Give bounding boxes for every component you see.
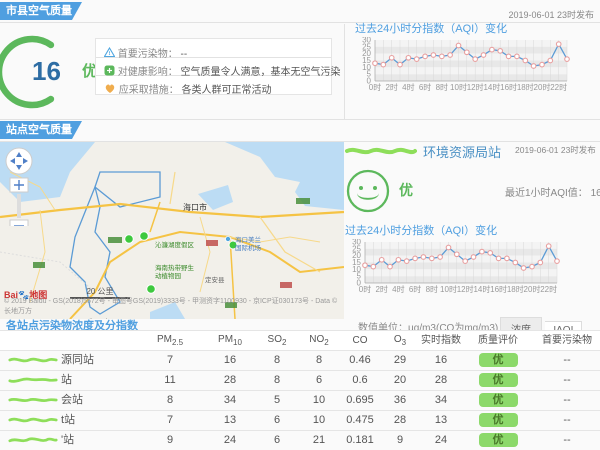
svg-text:14时: 14时	[473, 284, 490, 294]
svg-text:国际机场: 国际机场	[235, 243, 262, 252]
svg-text:8时: 8时	[426, 284, 438, 294]
svg-text:6时: 6时	[409, 284, 421, 294]
svg-text:20时: 20时	[534, 82, 551, 92]
svg-text:22时: 22时	[540, 284, 557, 294]
svg-text:海口市: 海口市	[183, 202, 207, 212]
svg-text:16时: 16时	[490, 284, 507, 294]
svg-text:30: 30	[362, 37, 371, 45]
svg-text:10时: 10时	[440, 284, 457, 294]
svg-text:4时: 4时	[392, 284, 404, 294]
svg-text:0时: 0时	[369, 82, 381, 92]
svg-text:2时: 2时	[375, 284, 387, 294]
svg-text:4时: 4时	[402, 82, 414, 92]
svg-text:14时: 14时	[483, 82, 500, 92]
svg-text:20时: 20时	[524, 284, 541, 294]
svg-text:动植物园: 动植物园	[155, 271, 181, 280]
svg-text:定安县: 定安县	[205, 275, 225, 284]
svg-text:16时: 16时	[500, 82, 517, 92]
svg-text:30: 30	[352, 239, 361, 247]
svg-text:18时: 18时	[517, 82, 534, 92]
svg-text:12时: 12时	[467, 82, 484, 92]
svg-text:22时: 22时	[550, 82, 567, 92]
svg-text:海南热带野生: 海南热带野生	[155, 263, 195, 272]
svg-text:6时: 6时	[419, 82, 431, 92]
svg-text:8时: 8时	[436, 82, 448, 92]
svg-text:海口美兰: 海口美兰	[235, 235, 262, 244]
svg-text:2时: 2时	[385, 82, 397, 92]
svg-text:0时: 0时	[359, 284, 371, 294]
svg-text:18时: 18时	[507, 284, 524, 294]
svg-text:沁濂湖度假区: 沁濂湖度假区	[155, 240, 195, 249]
svg-text:10时: 10时	[450, 82, 467, 92]
svg-text:12时: 12时	[457, 284, 474, 294]
